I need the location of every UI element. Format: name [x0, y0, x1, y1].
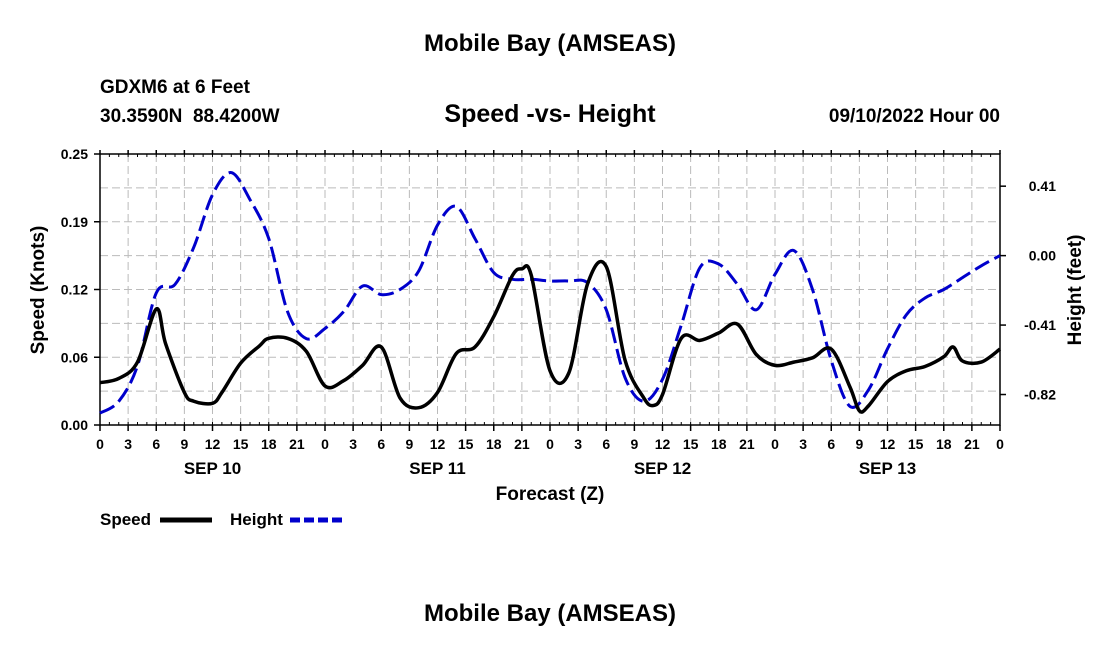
x-tick-label: 6	[152, 436, 160, 452]
x-tick-label: 3	[574, 436, 582, 452]
y-tick-label: 0.06	[61, 349, 88, 365]
station-label: GDXM6 at 6 Feet	[100, 77, 250, 98]
x-tick-label: 6	[827, 436, 835, 452]
x-axis-title: Forecast (Z)	[496, 484, 605, 505]
y-tick-label: 0.19	[61, 214, 88, 230]
y2-tick-label: -0.82	[1024, 387, 1056, 403]
y2-tick-label: 0.41	[1029, 178, 1056, 194]
x-tick-label: 0	[96, 436, 104, 452]
x-tick-label: 9	[180, 436, 188, 452]
x-tick-label: 3	[799, 436, 807, 452]
date-label: SEP 13	[859, 459, 916, 478]
series-layer	[99, 171, 1002, 415]
chart-title: Mobile Bay (AMSEAS)	[423, 30, 677, 57]
date-label: SEP 11	[409, 459, 465, 478]
grid-lines	[100, 154, 1000, 425]
x-tick-label: 3	[124, 436, 132, 452]
date-label: SEP 12	[634, 459, 691, 478]
y-tick-label: 0.12	[61, 282, 88, 298]
plot-frame	[99, 153, 1001, 426]
legend-height-label: Height	[230, 510, 283, 529]
x-tick-label: 6	[602, 436, 610, 452]
x-tick-label: 12	[655, 436, 671, 452]
coordinates-label: 30.3590N 88.4200W	[100, 106, 280, 127]
x-tick-label: 9	[405, 436, 413, 452]
x-tick-label: 15	[683, 436, 699, 452]
y2-tick-label: 0.00	[1029, 248, 1056, 264]
speed-series-line	[99, 259, 1002, 414]
date-label: SEP 10	[184, 459, 241, 478]
footer-title: Mobile Bay (AMSEAS)	[423, 600, 677, 627]
x-tick-label: 21	[289, 436, 305, 452]
y-tick-label: 0.00	[61, 417, 88, 433]
x-tick-label: 0	[321, 436, 329, 452]
x-tick-label: 0	[771, 436, 779, 452]
x-tick-label: 0	[546, 436, 554, 452]
x-tick-label: 12	[205, 436, 221, 452]
x-tick-label: 15	[458, 436, 474, 452]
x-tick-label: 15	[233, 436, 249, 452]
x-tick-label: 9	[630, 436, 638, 452]
x-tick-label: 15	[908, 436, 924, 452]
x-tick-label: 18	[936, 436, 952, 452]
x-tick-label: 21	[739, 436, 755, 452]
y-axis-title: Speed (Knots)	[28, 226, 49, 355]
x-tick-label: 6	[377, 436, 385, 452]
x-tick-label: 18	[261, 436, 277, 452]
datetime-label: 09/10/2022 Hour 00	[828, 106, 1000, 127]
chart-subtitle: Speed -vs- Height	[444, 100, 656, 128]
x-tick-label: 18	[486, 436, 502, 452]
x-tick-label: 9	[855, 436, 863, 452]
y-tick-label: 0.25	[61, 146, 88, 162]
y2-tick-label: -0.41	[1024, 317, 1056, 333]
legend-speed-label: Speed	[100, 510, 151, 529]
x-tick-label: 12	[880, 436, 896, 452]
height-series-line	[99, 171, 1001, 415]
x-tick-label: 21	[514, 436, 530, 452]
x-tick-label: 18	[711, 436, 727, 452]
axis-labels: 0 3 6 9 12 15 18 21 0 3 6 9 12 15 18 21 0 3 6 9 12 15 18 21 0 3 6 9…	[61, 146, 1056, 478]
x-tick-label: 12	[430, 436, 446, 452]
y2-axis-title: Height (feet)	[1065, 235, 1086, 346]
x-tick-label: 21	[964, 436, 980, 452]
x-tick-label: 0	[996, 436, 1004, 452]
x-tick-label: 3	[349, 436, 357, 452]
